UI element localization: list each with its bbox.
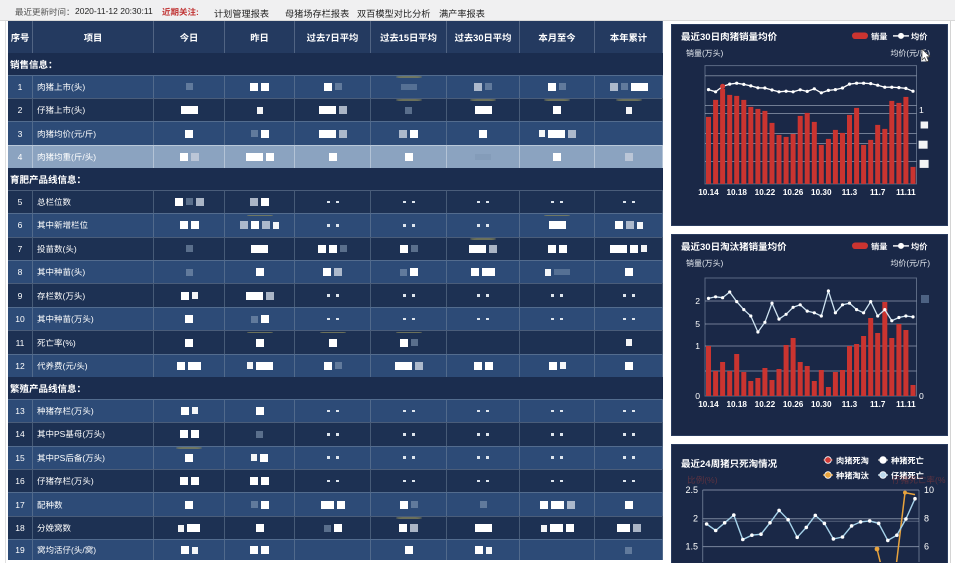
svg-text:1.5: 1.5 (685, 542, 698, 552)
svg-text:11.11: 11.11 (896, 188, 916, 197)
svg-text:2.5: 2.5 (685, 485, 698, 495)
svg-text:8: 8 (924, 514, 929, 524)
svg-text:销量: 销量 (871, 240, 887, 252)
svg-text:0: 0 (695, 391, 700, 401)
svg-text:均价: 均价 (911, 30, 928, 42)
svg-text:10.14: 10.14 (698, 400, 719, 409)
svg-text:11.11: 11.11 (896, 400, 916, 409)
svg-text:11.7: 11.7 (870, 188, 886, 197)
svg-text:种猪淘汰: 种猪淘汰 (836, 470, 870, 482)
svg-text:销量: 销量 (871, 30, 887, 42)
svg-text:10: 10 (924, 485, 934, 495)
svg-text:10.26: 10.26 (783, 188, 804, 197)
svg-text:10.18: 10.18 (726, 188, 747, 197)
svg-text:10.22: 10.22 (755, 400, 776, 409)
svg-text:均价: 均价 (911, 240, 928, 252)
svg-text:11.7: 11.7 (870, 400, 886, 409)
svg-text:2: 2 (695, 296, 700, 306)
svg-text:10.18: 10.18 (726, 400, 747, 409)
svg-text:1: 1 (919, 105, 924, 115)
svg-text:2: 2 (693, 514, 698, 524)
svg-text:仔猪死亡: 仔猪死亡 (891, 470, 924, 482)
svg-text:10.30: 10.30 (811, 400, 832, 409)
svg-text:1: 1 (695, 341, 700, 351)
svg-text:11.3: 11.3 (842, 188, 858, 197)
svg-text:种猪死亡: 种猪死亡 (891, 455, 924, 467)
svg-text:10.26: 10.26 (783, 400, 804, 409)
svg-text:10.22: 10.22 (755, 188, 776, 197)
svg-text:10.30: 10.30 (811, 188, 832, 197)
svg-text:11.3: 11.3 (842, 400, 858, 409)
svg-text:0: 0 (919, 391, 924, 401)
svg-text:6: 6 (924, 542, 929, 552)
svg-text:5: 5 (695, 319, 700, 329)
svg-text:肉猪死淘: 肉猪死淘 (836, 455, 869, 467)
svg-text:10.14: 10.14 (698, 188, 719, 197)
